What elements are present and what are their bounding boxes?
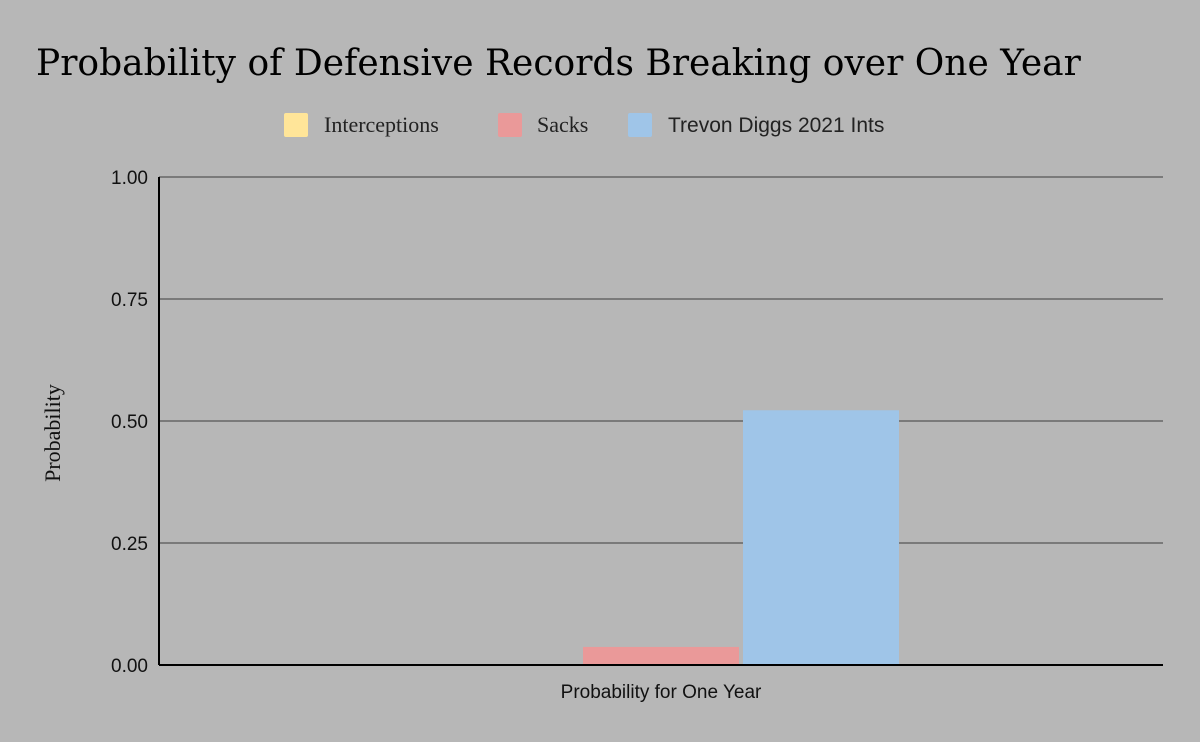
- legend-label-trevon-diggs: Trevon Diggs 2021 Ints: [668, 114, 884, 137]
- legend-swatch-sacks: [498, 113, 522, 137]
- bar-sacks[interactable]: [583, 646, 739, 665]
- y-axis-ticks: 0.00 0.25 0.50 0.75 1.00: [111, 168, 148, 677]
- bar-trevon-diggs-2021-ints[interactable]: [743, 410, 899, 665]
- legend-item-interceptions[interactable]: Interceptions: [284, 112, 439, 137]
- chart-title: Probability of Defensive Records Breakin…: [36, 43, 1082, 84]
- legend-item-sacks[interactable]: Sacks: [498, 112, 588, 137]
- legend-item-trevon-diggs[interactable]: Trevon Diggs 2021 Ints: [628, 113, 884, 137]
- y-tick-label: 0.75: [111, 290, 148, 311]
- bars: [583, 410, 899, 665]
- legend-swatch-interceptions: [284, 113, 308, 137]
- y-tick-label: 0.50: [111, 412, 148, 433]
- y-axis-label: Probability: [40, 384, 65, 482]
- x-category-label: Probability for One Year: [561, 682, 762, 703]
- y-tick-label: 1.00: [111, 168, 148, 189]
- y-tick-label: 0.25: [111, 534, 148, 555]
- gridlines: [159, 176, 1163, 544]
- y-tick-label: 0.00: [111, 656, 148, 677]
- legend-label-sacks: Sacks: [537, 112, 588, 137]
- legend: Interceptions Sacks Trevon Diggs 2021 In…: [284, 112, 884, 137]
- legend-label-interceptions: Interceptions: [324, 112, 439, 137]
- legend-swatch-trevon-diggs: [628, 113, 652, 137]
